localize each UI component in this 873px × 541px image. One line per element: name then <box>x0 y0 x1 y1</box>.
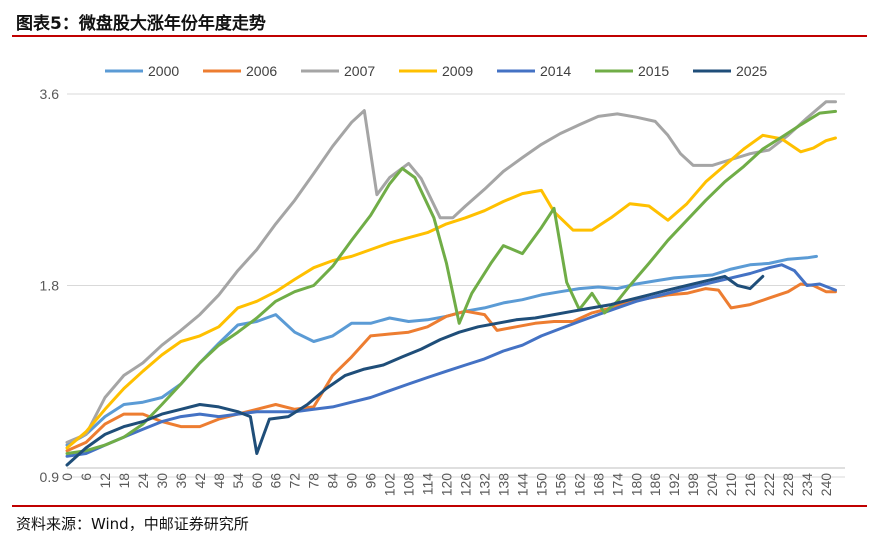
x-tick-label: 102 <box>382 473 398 497</box>
x-tick-label: 60 <box>249 473 265 489</box>
series-line-2007 <box>65 100 837 444</box>
x-tick-label: 168 <box>590 473 606 497</box>
series-lines <box>65 100 837 467</box>
x-tick-label: 0 <box>59 473 75 481</box>
x-tick-label: 222 <box>761 473 777 497</box>
x-tick-label: 216 <box>742 473 758 497</box>
x-tick-label: 144 <box>514 473 530 497</box>
x-tick-label: 66 <box>268 473 284 489</box>
series-line-2025 <box>65 274 765 467</box>
x-tick-label: 42 <box>192 473 208 489</box>
legend-label-2014: 2014 <box>540 63 571 79</box>
x-tick-label: 228 <box>780 473 796 497</box>
gridlines <box>67 93 845 478</box>
x-tick-label: 18 <box>116 473 132 489</box>
x-tick-label: 234 <box>799 473 815 497</box>
chart-title: 图表5：微盘股大涨年份年度走势 <box>16 14 266 34</box>
source-note: 资料来源：Wind，中邮证券研究所 <box>16 515 249 533</box>
x-tick-label: 174 <box>609 473 625 497</box>
x-tick-label: 210 <box>723 473 739 497</box>
x-tick-label: 198 <box>685 473 701 497</box>
y-tick-label: 0.9 <box>40 469 60 485</box>
x-tick-label: 90 <box>344 473 360 489</box>
x-tick-label: 24 <box>135 473 151 489</box>
line-chart: 0.9 1.8 3.6 0 6 12 18 24 30 36 42 48 54 60 66 72 78 84 90 9… <box>40 63 845 496</box>
x-tick-label: 192 <box>666 473 682 497</box>
x-tick-label: 180 <box>628 473 644 497</box>
x-tick-label: 204 <box>704 473 720 497</box>
x-tick-label: 84 <box>325 473 341 489</box>
x-tick-label: 120 <box>439 473 455 497</box>
x-tick-label: 240 <box>818 473 834 497</box>
x-tick-label: 186 <box>647 473 663 497</box>
x-tick-label: 114 <box>420 473 436 496</box>
title-divider <box>12 35 867 37</box>
x-tick-label: 48 <box>211 473 227 489</box>
legend-label-2015: 2015 <box>638 63 669 79</box>
y-tick-label: 1.8 <box>40 278 60 294</box>
x-tick-label: 78 <box>306 473 322 489</box>
axes: 0.9 1.8 3.6 0 6 12 18 24 30 36 42 48 54 60 66 72 78 84 90 9… <box>40 86 845 496</box>
x-tick-label: 138 <box>495 473 511 497</box>
x-tick-label: 162 <box>571 473 587 497</box>
x-tick-label: 12 <box>97 473 113 489</box>
series-line-2015 <box>65 109 837 455</box>
series-line-2006 <box>65 282 837 453</box>
legend: 2000 2006 2007 2009 2014 2015 2025 <box>105 63 767 79</box>
x-tick-label: 126 <box>457 473 473 497</box>
x-tick-label: 96 <box>363 473 379 489</box>
legend-label-2025: 2025 <box>736 63 767 79</box>
legend-label-2006: 2006 <box>246 63 277 79</box>
x-tick-label: 54 <box>230 473 246 489</box>
x-tick-label: 30 <box>154 473 170 489</box>
x-tick-label: 132 <box>476 473 492 497</box>
legend-label-2000: 2000 <box>148 63 179 79</box>
series-line-2009 <box>65 133 837 450</box>
x-tick-label: 156 <box>552 473 568 497</box>
legend-label-2009: 2009 <box>442 63 473 79</box>
legend-label-2007: 2007 <box>344 63 375 79</box>
x-tick-label: 150 <box>533 473 549 497</box>
x-tick-label: 6 <box>78 473 94 481</box>
series-line-2014 <box>65 263 837 458</box>
x-tick-label: 36 <box>173 473 189 489</box>
x-tick-label: 108 <box>401 473 417 497</box>
y-tick-label: 3.6 <box>40 86 60 102</box>
source-divider <box>12 505 867 507</box>
x-tick-label: 72 <box>287 473 303 489</box>
